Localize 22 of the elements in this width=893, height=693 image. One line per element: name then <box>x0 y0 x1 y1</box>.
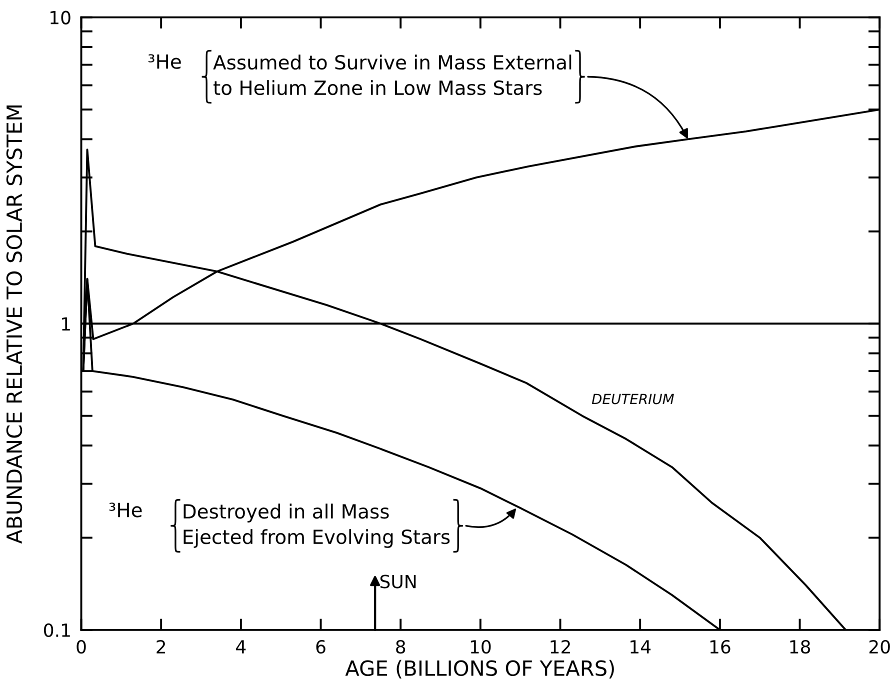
series-label: DEUTERIUM <box>592 394 674 404</box>
x-tick-label: 10 <box>470 640 491 654</box>
x-tick-label: 6 <box>316 640 326 654</box>
y-axis-title: ABUNDANCE RELATIVE TO SOLAR SYSTEM <box>6 106 22 544</box>
x-axis-title: AGE (BILLIONS OF YEARS) <box>345 660 614 678</box>
y-tick-label: 1 <box>62 317 70 330</box>
annotation: ³He <box>109 502 142 518</box>
x-tick-label: 4 <box>236 640 246 654</box>
x-tick-label: 20 <box>869 640 890 654</box>
x-tick-label: 2 <box>156 640 166 654</box>
annotation: ³He <box>148 54 181 69</box>
y-tick-label: 0.1 <box>44 623 70 638</box>
x-tick-label: 18 <box>790 640 810 654</box>
annotation: SUN <box>380 574 416 588</box>
x-tick-label: 0 <box>76 640 86 654</box>
annotation: Destroyed in all Mass Ejected from Evolving Stars <box>184 504 450 548</box>
x-tick-label: 8 <box>396 640 406 654</box>
x-tick-label: 14 <box>630 640 651 654</box>
y-tick-label: 10 <box>50 10 70 24</box>
x-tick-label: 16 <box>710 640 730 654</box>
annotation: Assumed to Survive in Mass External to Helium Zone in Low Mass Stars <box>213 54 572 96</box>
x-tick-label: 12 <box>550 640 570 654</box>
